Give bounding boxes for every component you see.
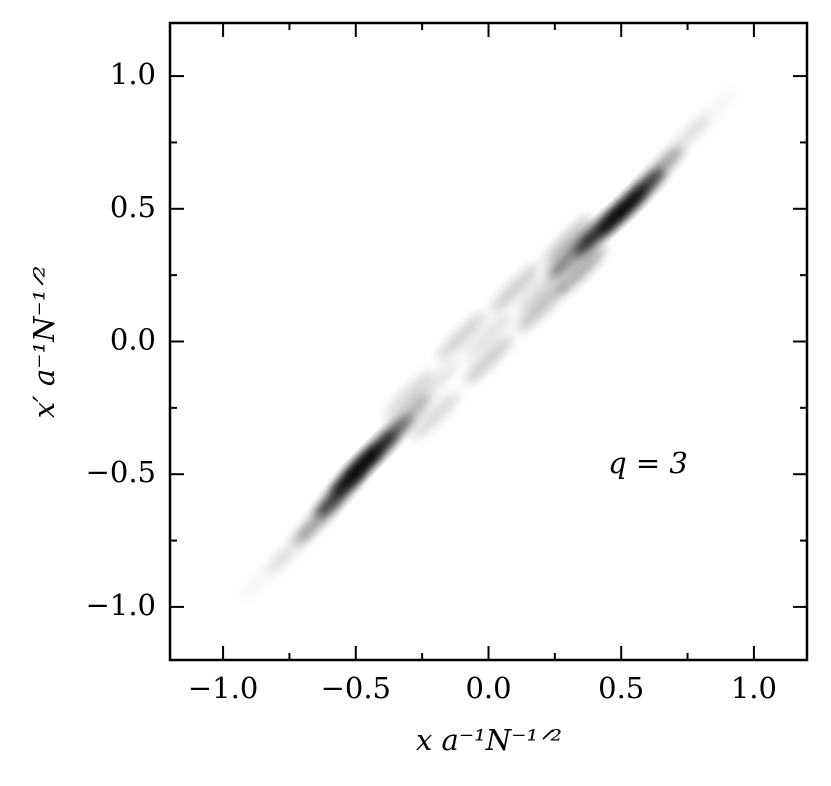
y-tick-label: −1.0 [86,588,156,622]
density-blob [463,311,514,361]
density-blob [410,359,460,409]
x-tick-label: 0.0 [465,671,511,705]
density-blob [490,263,540,313]
x-tick-label: 1.0 [731,671,777,705]
density-layer [241,88,736,600]
annotation: q = 3 [608,446,688,480]
density-blob [543,216,593,266]
density-blob [686,88,736,138]
x-tick-label: 0.5 [598,671,644,705]
density-blob [437,311,487,361]
y-tick-label: 1.0 [110,57,156,91]
density-blob [463,335,514,385]
y-axis-label: x′ a⁻¹N⁻¹ᐟ² [27,266,61,419]
density-blob [517,282,567,332]
x-axis-label: x a⁻¹N⁻¹ᐟ² [416,723,562,757]
density-blob [384,370,434,420]
x-tick-label: −0.5 [321,671,391,705]
y-tick-label: 0.5 [110,190,156,224]
density-blob [556,245,606,295]
x-tick-label: −1.0 [188,671,258,705]
y-tick-label: 0.0 [110,323,156,357]
density-blob [410,391,460,441]
y-tick-label: −0.5 [86,455,156,489]
